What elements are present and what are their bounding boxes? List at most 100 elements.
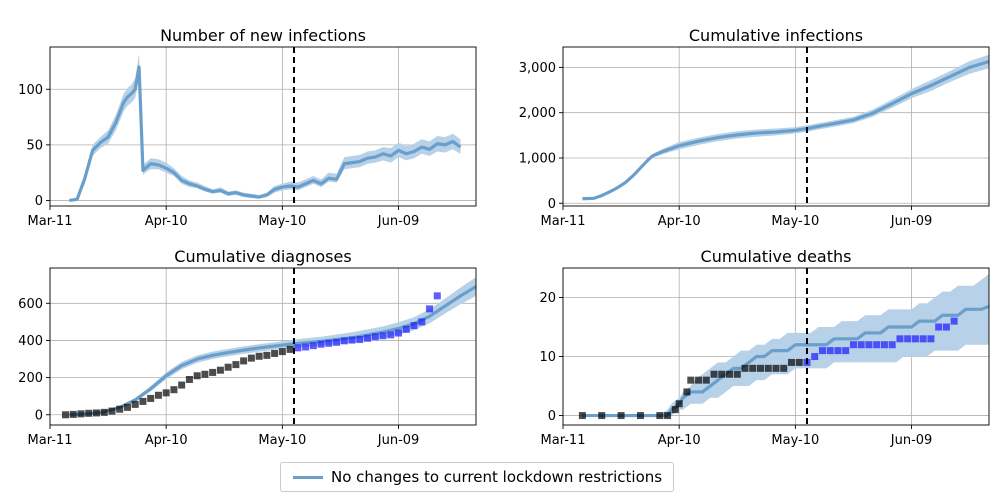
y-tick-label: 50 <box>26 138 43 153</box>
observed-point-projected <box>356 336 364 344</box>
observed-point <box>100 408 108 416</box>
observed-point <box>578 412 586 420</box>
observed-point-projected <box>294 344 302 352</box>
observed-point <box>780 364 788 372</box>
observed-point-projected <box>379 332 387 340</box>
observed-point-projected <box>811 353 819 361</box>
observed-point-projected <box>834 347 842 355</box>
axes-frame <box>49 46 477 207</box>
observed-point <box>671 406 679 414</box>
y-tick-label: 3,000 <box>519 61 556 76</box>
observed-point-projected <box>402 325 410 333</box>
observed-point <box>726 370 734 378</box>
x-tick-label: Apr-10 <box>145 214 188 229</box>
observed-point <box>749 364 757 372</box>
axes-frame <box>49 267 477 426</box>
panel-1: Mar-11 Apr-10 May-10 Jun-09 0 50 100 Number of … <box>18 26 477 229</box>
projection-line <box>69 65 462 203</box>
x-tick-label: Jun-09 <box>377 433 420 448</box>
observed-point <box>185 375 193 383</box>
observed-point <box>271 349 279 357</box>
y-tick-label: 2,000 <box>519 106 556 121</box>
observed-point <box>255 352 263 360</box>
observed-point <box>656 412 664 420</box>
observed-point <box>617 412 625 420</box>
observed-point-projected <box>942 323 950 331</box>
observed-point-projected <box>317 340 325 348</box>
x-tick-label: Mar-11 <box>28 214 73 229</box>
uncertainty-band <box>582 54 989 199</box>
x-tick-label: May-10 <box>258 214 306 229</box>
observed-point <box>61 411 69 419</box>
observed-point-projected <box>842 347 850 355</box>
panel-4: Mar-11 Apr-10 May-10 Jun-09 0 10 20 Cumulative … <box>539 247 990 448</box>
x-tick-label: Mar-11 <box>541 433 586 448</box>
observed-point-projected <box>950 317 958 325</box>
observed-point-projected <box>333 338 341 346</box>
panel-title: Cumulative deaths <box>701 247 852 266</box>
observed-point-projected <box>935 323 943 331</box>
observed-point <box>772 364 780 372</box>
axes-frame <box>562 267 990 426</box>
observed-point <box>108 407 116 415</box>
observed-point-projected <box>888 341 896 349</box>
x-tick-label: Apr-10 <box>658 433 701 448</box>
observed-point-projected <box>387 331 395 339</box>
observed-point-projected <box>865 341 873 349</box>
observed-point <box>131 400 139 408</box>
x-tick-label: Jun-09 <box>890 433 933 448</box>
observed-point <box>232 361 240 369</box>
y-tick-label: 10 <box>539 350 556 365</box>
x-tick-label: Jun-09 <box>377 214 420 229</box>
observed-point <box>247 354 255 362</box>
observed-point <box>154 391 162 399</box>
observed-point <box>687 376 695 384</box>
panel-title: Cumulative infections <box>689 26 863 45</box>
y-tick-label: 100 <box>18 83 43 98</box>
uncertainty-band <box>582 273 989 416</box>
observed-point-projected <box>880 341 888 349</box>
observed-point-projected <box>873 341 881 349</box>
observed-point <box>598 412 606 420</box>
observed-point <box>123 403 131 411</box>
observed-point <box>675 400 683 408</box>
axes-frame <box>562 46 990 207</box>
x-tick-label: May-10 <box>258 433 306 448</box>
x-tick-label: May-10 <box>771 433 819 448</box>
x-tick-label: Apr-10 <box>145 433 188 448</box>
observed-point-projected <box>348 336 356 344</box>
y-tick-label: 400 <box>18 334 43 349</box>
observed-point <box>240 357 248 365</box>
observed-point <box>664 412 672 420</box>
observed-point-projected <box>426 305 434 313</box>
y-tick-label: 600 <box>18 297 43 312</box>
observed-point <box>695 376 703 384</box>
observed-point <box>162 389 170 397</box>
observed-point <box>636 412 644 420</box>
observed-point-projected <box>911 335 919 343</box>
x-tick-label: Jun-09 <box>890 214 933 229</box>
y-tick-label: 0 <box>35 408 43 423</box>
observed-point <box>787 358 795 366</box>
observed-point <box>733 370 741 378</box>
observed-point-projected <box>395 329 403 337</box>
legend-label: No changes to current lockdown restricti… <box>331 468 663 486</box>
y-tick-label: 20 <box>539 291 556 306</box>
observed-point-projected <box>418 318 426 326</box>
observed-point-projected <box>919 335 927 343</box>
observed-point <box>795 358 803 366</box>
x-tick-label: Mar-11 <box>541 214 586 229</box>
panel-title: Cumulative diagnoses <box>174 247 351 266</box>
panel-title: Number of new infections <box>160 26 366 45</box>
y-tick-label: 200 <box>18 371 43 386</box>
observed-point <box>193 372 201 380</box>
legend: No changes to current lockdown restricti… <box>280 462 674 492</box>
observed-point-projected <box>849 341 857 349</box>
observed-point <box>69 410 77 418</box>
projection-line <box>582 59 990 201</box>
observed-point <box>92 409 100 417</box>
observed-point <box>263 351 271 359</box>
uncertainty-band <box>69 53 461 201</box>
y-tick-label: 1,000 <box>519 151 556 166</box>
